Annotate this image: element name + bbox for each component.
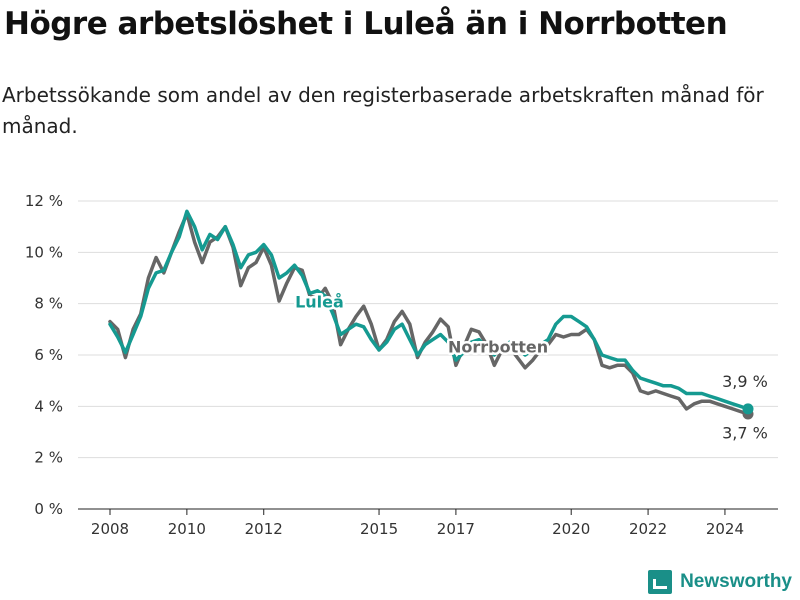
bar-chart-icon [648,570,673,594]
end-marker-lulea [742,403,754,415]
x-axis-ticks: 2008 2010 2012 2015 2017 2020 2022 2024 [91,509,744,538]
series-label-lulea: Luleå [295,293,344,312]
x-tick-label: 2020 [552,520,590,538]
chart-subtitle: Arbetssökande som andel av den registerb… [2,83,764,138]
end-label-lulea: 3,9 % [722,372,768,391]
series-label-lulea-halo: Luleå [295,293,344,312]
end-label-norrbotten-halo: 3,7 % [722,423,768,442]
series-line-lulea [108,209,750,411]
end-label-norrbotten: 3,7 % [722,423,768,442]
x-tick-label: 2010 [168,520,206,538]
gridlines [78,200,778,510]
x-tick-label: 2024 [706,520,744,538]
y-tick-label: 4 % [34,397,63,415]
series-label-norrbotten-halo: Norrbotten [448,337,548,356]
series-lines [108,209,754,420]
y-tick-label: 8 % [34,295,63,313]
y-tick-label: 0 % [34,500,63,518]
y-tick-label: 12 % [25,192,63,210]
end-label-lulea-halo: 3,9 % [722,372,768,391]
brand-name: Newsworthy [680,571,792,592]
y-axis-ticks: 0 % 2 % 4 % 6 % 8 % 10 % 12 % [25,192,63,518]
x-tick-label: 2017 [437,520,475,538]
chart-title: Högre arbetslöshet i Luleå än i Norrbott… [4,6,728,42]
y-tick-label: 2 % [34,449,63,467]
newsworthy-logo[interactable]: Newsworthy [648,570,792,594]
series-label-norrbotten: Norrbotten [448,337,548,356]
x-tick-label: 2008 [91,520,129,538]
x-tick-label: 2015 [360,520,398,538]
x-tick-label: 2022 [629,520,667,538]
y-tick-label: 6 % [34,346,63,364]
y-tick-label: 10 % [25,243,63,261]
x-tick-label: 2012 [245,520,283,538]
